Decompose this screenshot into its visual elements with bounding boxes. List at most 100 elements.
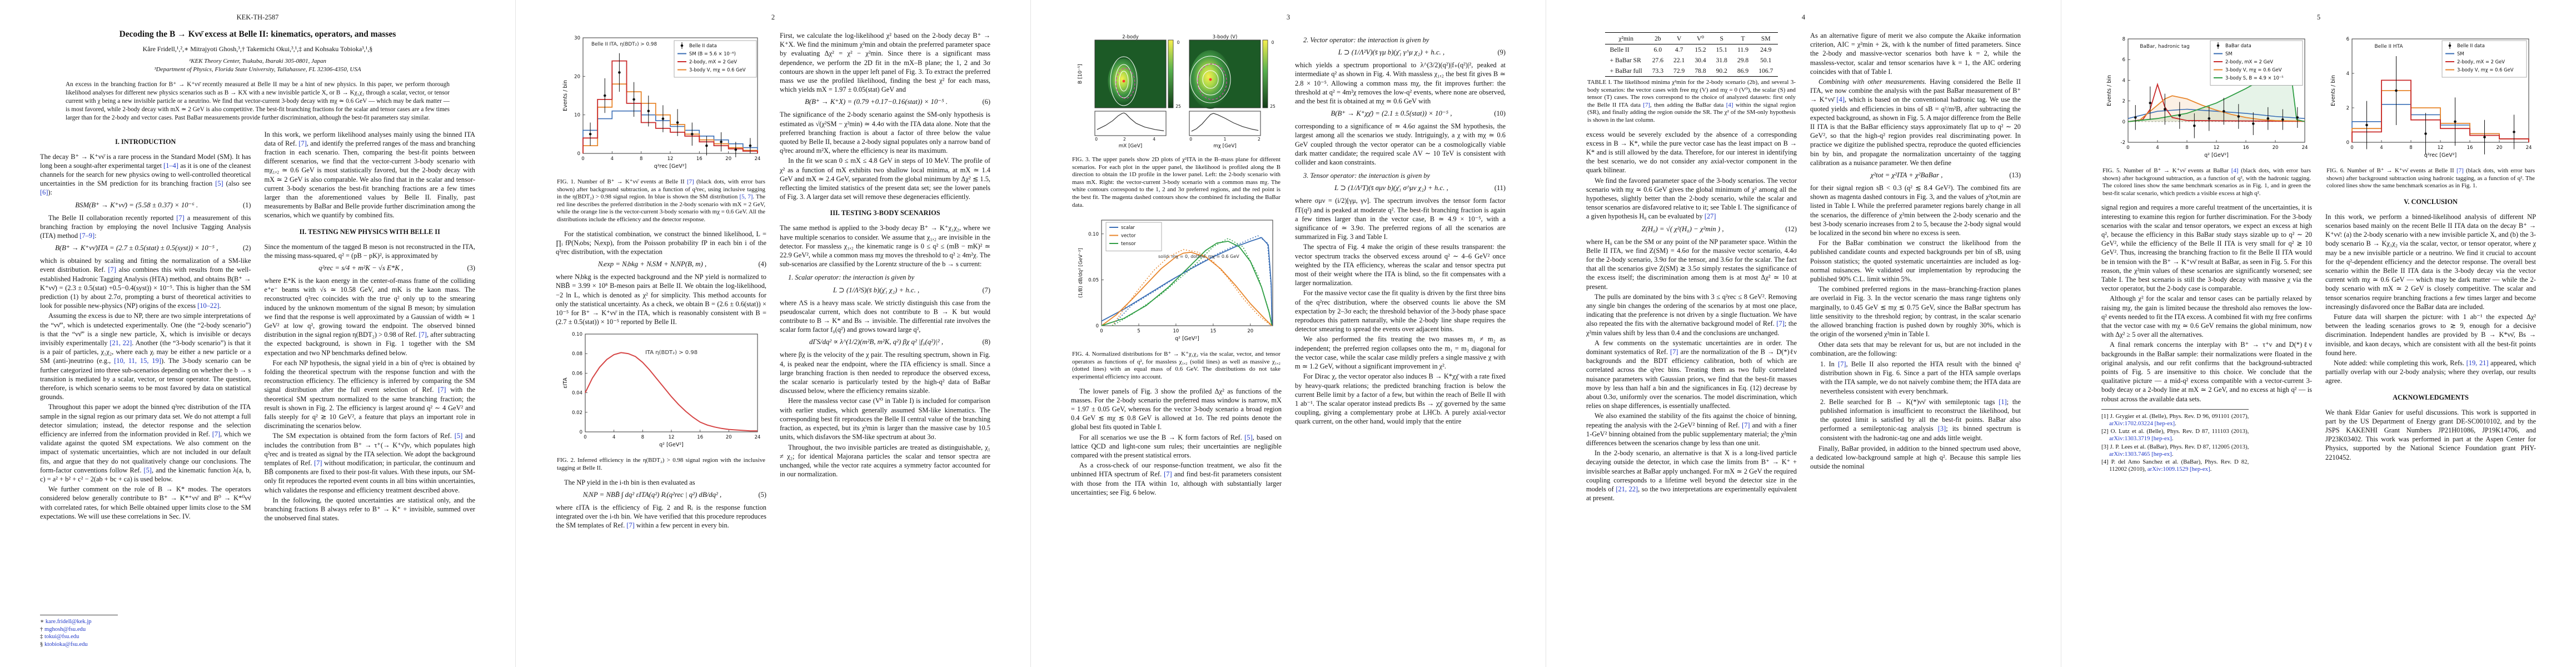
citation-link[interactable]: [7] [1670,348,1678,356]
fig4-chart: 0 5 10 15 20 0 0.05 0.10 scalar vector tensor solid… [1078,220,1273,342]
citation-link[interactable]: [7] [176,213,185,222]
citation-link[interactable]: [27] [1704,212,1716,221]
paragraph: Future data will sharpen the picture: wi… [2325,313,2536,357]
svg-text:12: 12 [2213,145,2219,151]
reference-list: [1] J. Grygier et al. (Belle), Phys. Rev… [2101,409,2249,474]
svg-text:0: 0 [2346,140,2349,146]
equation-number: (11) [1494,184,1506,192]
table-cell: 90.2 [1716,67,1727,74]
equation: B(B⁺ → K⁺νν̄)ITA = (2.7 ± 0.5(stat) ± 0.… [40,244,251,252]
svg-text:q² [GeV²]: q² [GeV²] [2204,152,2229,158]
svg-text:2: 2 [1258,137,1260,142]
table-cell: + BaBar SR [1610,57,1641,64]
svg-text:SM: SM [2457,51,2464,57]
citation-link[interactable]: [7] [418,331,427,339]
reference-item: [1] J. Grygier et al. (Belle), Phys. Rev… [2101,412,2249,427]
table-header-cell: S [1720,34,1723,42]
svg-text:15: 15 [1210,328,1216,334]
paragraph: where Nᵢbkg is the expected background a… [556,273,766,326]
equation: L ⊃ (1/Λ²S)(s̄ b)(χ̄₁ χ₂) + h.c. , (7) [780,286,990,295]
citation-link[interactable]: [4] [1726,101,1733,108]
affiliation-1: ¹KEK Theory Center, Tsukuba, Ibaraki 305… [188,58,327,65]
svg-text:4: 4 [610,156,613,162]
citation-link[interactable]: [4] [1836,96,1845,104]
email-link[interactable]: ktobioka@fsu.edu [44,641,88,648]
citation-link[interactable]: [3] [1937,425,1946,433]
runin-heading: Combining with other measurements. [1818,78,1927,86]
fig6-chart: 0 4 8 12 16 20 240246Belle II dataSM2-body, mX… [2330,37,2532,158]
table-header-cell: V [1676,34,1682,42]
citation-link[interactable]: [7] [1776,320,1785,328]
table-cell: 50.1 [1760,57,1772,64]
figure-caption: FIG. 2. Inferred efficiency in the η(BDT… [557,457,765,471]
arxiv-link[interactable]: arXiv:1702.03224 [hep-ex] [2109,420,2175,427]
svg-text:6: 6 [2122,57,2125,63]
citation-link[interactable]: [7] [1742,421,1750,429]
svg-text:q²rec [GeV²]: q²rec [GeV²] [654,163,686,170]
equation-body: χ²tot = χ²ITA + χ²BaBar , [1870,171,1943,180]
arxiv-link[interactable]: arXiv:1009.1529 [hep-ex] [2147,466,2210,473]
svg-text:24: 24 [754,156,760,162]
citation-link[interactable]: [10, 11, 15, 19] [114,357,161,365]
citation-link[interactable]: [7] [1164,470,1172,479]
citation-link[interactable]: [5] [215,180,223,188]
citation-link[interactable]: [1] [1999,397,2007,406]
paragraph: which yields a spectrum proportional to … [1295,61,1506,106]
svg-text:20: 20 [2496,145,2502,151]
equation-number: (2) [243,244,251,252]
table-wrap: χ²min 2b V V⁰ S T SM Belle II 6.0 4.7 15.2 15.1 11.9… [1586,32,1797,77]
citation-link[interactable]: [1–4] [163,161,178,170]
column-left: χ²min 2b V V⁰ S T SM Belle II 6.0 4.7 15.2 15.1 11.9… [1586,31,1797,645]
arxiv-link[interactable]: arXiv:1303.3719 [hep-ex] [2109,435,2172,442]
table-cell: 27.6 [1652,57,1664,64]
paragraph: where E*K is the kaon energy in the cent… [264,276,476,357]
svg-text:Events / bin: Events / bin [2106,75,2112,106]
citation-link[interactable]: [7] [212,430,221,438]
email-link[interactable]: mghosh@fsu.edu [44,626,86,633]
subsection-item: 2. Vector operator: the interaction is g… [1303,36,1429,44]
citation-link[interactable]: [5] [1244,433,1253,441]
citation-link[interactable]: [7] [298,139,307,147]
footnote: ‡ tokui@fsu.edu [40,634,79,640]
citation-link[interactable]: [10–22] [197,302,220,310]
table-cell: 78.8 [1695,67,1706,74]
svg-text:20: 20 [1247,328,1253,334]
citation-link[interactable]: [5] [143,466,152,474]
citation-link[interactable]: [7] [1643,101,1651,108]
citation-link[interactable]: [7] [2456,167,2464,174]
svg-text:ITA η(BDT₂) > 0.98: ITA η(BDT₂) > 0.98 [645,350,697,356]
citation-link[interactable]: [7] [438,386,446,394]
citation-link[interactable]: [6] [40,188,48,197]
paragraph: For all scenarios we use the B → K form … [1071,433,1282,459]
citation-link[interactable]: [5, 7] [739,193,753,201]
svg-text:B [10⁻⁵]: B [10⁻⁵] [1078,64,1083,84]
svg-text:3-body V, mχ = 0.6 GeV: 3-body V, mχ = 0.6 GeV [2225,67,2282,73]
svg-text:0.10: 0.10 [572,332,582,337]
citation-link[interactable]: [21, 22] [1616,485,1638,494]
email-link[interactable]: kare.fridell@kek.jp [45,619,92,625]
citation-link[interactable]: [7] [314,459,322,467]
citation-link[interactable]: [4] [2231,167,2239,174]
fig3-chart: 2-body 0 2 4 mX [GeV] 0 25 3-body (V) 0 1 2 mχ [GeV… [1078,34,1275,149]
equation-number: (13) [2009,171,2021,180]
citation-link[interactable]: [7–9] [79,231,95,240]
arxiv-link[interactable]: arXiv:1303.7465 [hep-ex] [2109,450,2172,457]
svg-text:3-body V, mχ = 0.6 GeV: 3-body V, mχ = 0.6 GeV [2457,67,2514,73]
equation-body: B(B⁺ → K⁺νν̄)ITA = (2.7 ± 0.5(stat) ± 0.… [55,244,218,252]
citation-link[interactable]: [7] [108,266,116,274]
citation-link[interactable]: [7] [626,521,635,530]
reference-item: [3] J. P. Lees et al. (BaBar), Phys. Rev… [2101,443,2249,457]
citation-link[interactable]: [21, 22] [109,339,132,347]
citation-link[interactable]: [7] [686,178,694,185]
citation-link[interactable]: [19, 21] [2466,359,2489,367]
citation-link[interactable]: [5] [454,432,463,440]
citation-link[interactable]: [7] [1838,360,1846,368]
paragraph: Assuming the excess is due to NP, there … [40,312,251,401]
paragraph: For each NP hypothesis, the signal yield… [264,359,476,430]
footnote: ∗ kare.fridell@kek.jp [40,619,92,625]
table-cell: + BaBar full [1610,67,1642,74]
page-5: 5 0 4 8 12 16 20 24 -2 0 2 4 6 8 BaBar data SM 2-body, … [2061,0,2576,667]
footnote: § ktobioka@fsu.edu [40,641,88,648]
email-link[interactable]: tokui@fsu.edu [44,634,79,640]
two-column-body: I. INTRODUCTION The decay B⁺ → K⁺νν̄ is a… [40,130,475,623]
